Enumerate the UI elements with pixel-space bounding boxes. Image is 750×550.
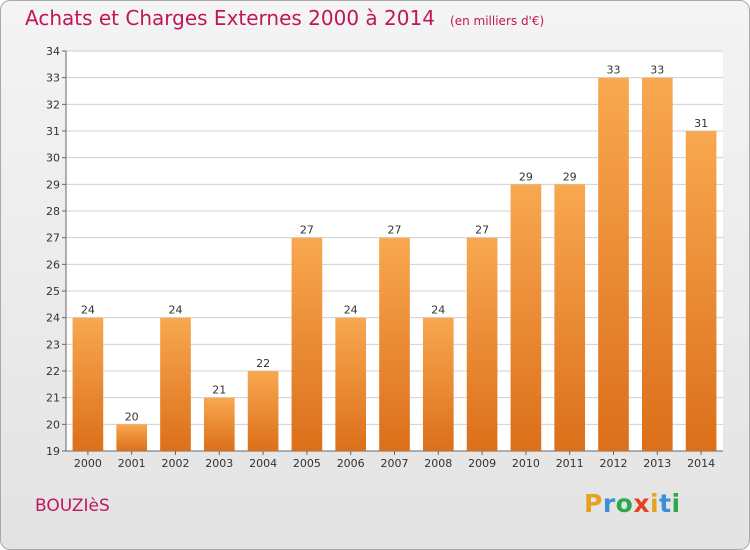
bar [291,237,323,451]
y-tick-label: 31 [46,125,60,138]
data-label: 33 [607,64,621,77]
data-label: 20 [125,410,139,423]
data-label: 24 [344,304,358,317]
y-tick-label: 23 [46,338,60,351]
logo-letter: i [671,489,681,518]
x-tick-label: 2010 [512,457,540,470]
y-tick-label: 25 [46,285,60,298]
y-tick-label: 32 [46,98,60,111]
bar [335,317,367,451]
logo-letter: t [659,489,672,518]
bar [379,237,410,451]
x-tick-label: 2004 [249,457,277,470]
data-label: 24 [431,304,445,317]
data-label: 27 [388,224,402,237]
y-tick-label: 19 [46,445,60,458]
x-tick-label: 2011 [556,457,584,470]
proxiti-logo: Proxiti [584,489,681,518]
x-tick-label: 2008 [424,457,452,470]
y-tick-label: 30 [46,152,60,165]
commune-name: BOUZIèS [35,496,110,516]
bar [554,184,586,452]
data-label: 24 [169,304,183,317]
data-label: 31 [694,117,708,130]
bar [466,237,498,451]
bar [203,397,235,451]
y-tick-label: 24 [46,312,60,325]
bar [72,317,104,451]
y-tick-label: 20 [46,418,60,431]
x-tick-label: 2007 [381,457,409,470]
x-tick-label: 2003 [205,457,233,470]
logo-letter: P [584,489,603,518]
x-tick-label: 2005 [293,457,321,470]
x-tick-label: 2013 [643,457,671,470]
bar [160,317,191,451]
bar [641,77,673,452]
logo-letter: r [602,489,616,518]
x-tick-label: 2001 [118,457,146,470]
data-label: 21 [212,384,226,397]
data-label: 33 [650,64,664,77]
x-tick-label: 2000 [74,457,102,470]
data-label: 24 [81,304,95,317]
data-label: 22 [256,357,270,370]
chart-title: Achats et Charges Externes 2000 à 2014 [25,6,435,30]
bar [422,317,454,451]
y-tick-label: 28 [46,205,60,218]
title-row: Achats et Charges Externes 2000 à 2014 (… [25,6,544,30]
y-tick-label: 27 [46,232,60,245]
y-tick-label: 33 [46,72,60,85]
logo-letter: x [633,489,650,518]
data-label: 27 [475,224,489,237]
y-tick-label: 26 [46,258,60,271]
y-tick-label: 34 [46,45,60,58]
x-tick-label: 2002 [162,457,190,470]
x-tick-label: 2006 [337,457,365,470]
data-label: 29 [563,170,577,183]
x-tick-label: 2009 [468,457,496,470]
y-tick-label: 29 [46,178,60,191]
y-tick-label: 22 [46,365,60,378]
bar [510,184,542,452]
data-label: 27 [300,224,314,237]
bar [116,424,148,451]
logo-letter: i [650,489,660,518]
logo-letter: o [615,489,634,518]
x-tick-label: 2012 [600,457,628,470]
bar [598,77,629,452]
x-tick-label: 2014 [687,457,715,470]
chart-subtitle: (en milliers d'€) [450,14,545,28]
bar [685,131,717,451]
y-tick-label: 21 [46,392,60,405]
data-label: 29 [519,170,533,183]
bar [247,371,279,451]
